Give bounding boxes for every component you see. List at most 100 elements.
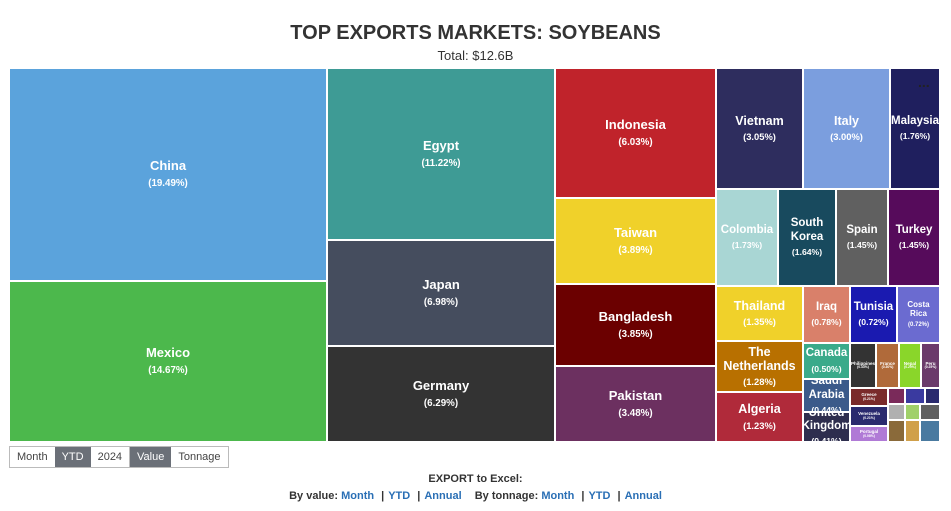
treemap: China (19.49%) Mexico (14.67%) Egypt (11.22%)… (9, 68, 940, 442)
cell-label: Malaysia (891, 114, 939, 127)
cell-label: Nepal (903, 360, 917, 366)
period-toggle: Month YTD 2024 (9, 446, 131, 468)
link[interactable]: Annual (624, 490, 662, 502)
treemap-cell: Iraq (0.78%) (803, 286, 850, 343)
cell-value: (1.45%) (846, 240, 878, 251)
cell-label: Italy (833, 113, 859, 128)
treemap-cell: The Netherlands (1.28%) (716, 341, 803, 392)
toggle-button[interactable]: Value (130, 447, 172, 467)
cell-label: Tunisia (853, 300, 894, 313)
treemap-cell: Pakistan (3.48%) (555, 366, 716, 442)
export-links: By value: Month | YTD | Annual By tonnage:… (0, 490, 951, 502)
cell-value: (1.35%) (743, 317, 776, 328)
cell-label: Colombia (720, 223, 774, 236)
treemap-cell: Mexico (14.67%) (9, 281, 327, 442)
treemap-cell: Venezuela (0.21%) (850, 406, 888, 426)
link[interactable]: Month (341, 490, 375, 502)
cell-label: Peru (925, 360, 936, 366)
cell-value: (3.89%) (618, 244, 653, 256)
small-cell (905, 388, 925, 404)
cell-label: Algeria (738, 402, 781, 417)
treemap-cell: Nepal (0.29%) (899, 343, 921, 388)
cell-label: Costa Rica (907, 299, 930, 319)
treemap-cell: Algeria (1.23%) (716, 392, 803, 442)
cell-label: Thailand (733, 298, 786, 313)
link[interactable]: Annual (424, 490, 462, 502)
small-cell (925, 388, 940, 404)
toggle-button[interactable]: Month (10, 447, 55, 467)
toggle-button[interactable]: Tonnage (171, 447, 228, 467)
link[interactable]: Month (541, 490, 575, 502)
cell-label: Venezuela (858, 411, 880, 417)
cell-value: (0.29%) (904, 365, 916, 370)
cell-value: (0.21%) (863, 415, 875, 420)
link[interactable]: YTD (388, 490, 411, 502)
toggle-button[interactable]: YTD (54, 447, 91, 467)
separator: | (617, 490, 621, 502)
cell-value: (0.72%) (858, 317, 889, 328)
cell-label: Mexico (145, 345, 191, 361)
treemap-cell: Greece (0.21%) (850, 388, 888, 406)
cell-value: (0.25%) (924, 365, 937, 370)
cell-value: (3.00%) (830, 132, 863, 143)
treemap-cell: Canada (0.50%) (803, 343, 850, 379)
treemap-cell: Malaysia (1.76%) (890, 68, 940, 189)
cell-value: (0.78%) (811, 317, 842, 328)
link[interactable]: YTD (588, 490, 611, 502)
separator: | (417, 490, 421, 502)
treemap-cell: Tunisia (0.72%) (850, 286, 897, 343)
chart-title: TOP EXPORTS MARKETS: SOYBEANS (290, 22, 661, 44)
cell-label: Indonesia (605, 116, 666, 132)
cell-label: Iraq (815, 300, 838, 313)
small-cell (920, 420, 940, 442)
treemap-cell: Saudi Arabia (0.44%) (803, 379, 850, 412)
treemap-cell: United Kingdom (0.41%) (803, 412, 850, 442)
cell-label: United Kingdom (803, 412, 850, 433)
small-cell (905, 420, 920, 442)
menu-button[interactable]: ... (918, 74, 930, 90)
treemap-cell: Spain (1.45%) (836, 189, 888, 286)
cell-label: France (880, 360, 895, 366)
treemap-cell: Japan (6.98%) (327, 240, 555, 346)
cell-value: (0.21%) (863, 396, 875, 401)
cell-label: Greece (861, 392, 877, 398)
treemap-cell: Turkey (1.45%) (888, 189, 940, 286)
small-cell (888, 420, 905, 442)
treemap-cell: Vietnam (3.05%) (716, 68, 803, 189)
treemap-cell: Colombia (1.73%) (716, 189, 778, 286)
small-cell (920, 404, 940, 420)
cell-value: (6.03%) (618, 136, 653, 148)
cell-value: (11.22%) (421, 157, 461, 169)
treemap-cell: Italy (3.00%) (803, 68, 890, 189)
treemap-cell: Portugal (0.08%) (850, 426, 888, 442)
export-title: EXPORT to Excel: (428, 473, 523, 485)
cell-value: (1.73%) (731, 240, 763, 251)
cell-value: (14.67%) (148, 365, 188, 377)
measure-toggle: Value Tonnage (129, 446, 229, 468)
cell-value: (0.50%) (811, 363, 842, 374)
cell-label: Pakistan (608, 387, 663, 403)
cell-label: China (149, 158, 187, 174)
cell-value: (0.33%) (857, 365, 869, 370)
cell-label: Taiwan (613, 224, 658, 240)
treemap-cell: China (19.49%) (9, 68, 327, 281)
toggle-button[interactable]: 2024 (90, 447, 130, 467)
label: By value: (289, 490, 339, 502)
cell-value: (0.08%) (863, 433, 875, 438)
cell-value: (1.64%) (791, 246, 823, 257)
treemap-cell: Taiwan (3.89%) (555, 198, 716, 284)
treemap-cell: Germany (6.29%) (327, 346, 555, 442)
separator: | (381, 490, 385, 502)
cell-label: Bangladesh (598, 308, 673, 324)
cell-value: (1.45%) (898, 240, 930, 251)
cell-label: Spain (846, 223, 878, 236)
treemap-cell: Thailand (1.35%) (716, 286, 803, 341)
cell-label: Philippines (851, 360, 876, 366)
treemap-cell: Egypt (11.22%) (327, 68, 555, 240)
cell-value: (6.29%) (423, 397, 459, 409)
small-cell (888, 388, 905, 404)
treemap-cell: Philippines (0.33%) (850, 343, 876, 388)
cell-label: Vietnam (735, 113, 784, 128)
cell-label: The Netherlands (723, 344, 796, 374)
treemap-cell: Bangladesh (3.85%) (555, 284, 716, 366)
